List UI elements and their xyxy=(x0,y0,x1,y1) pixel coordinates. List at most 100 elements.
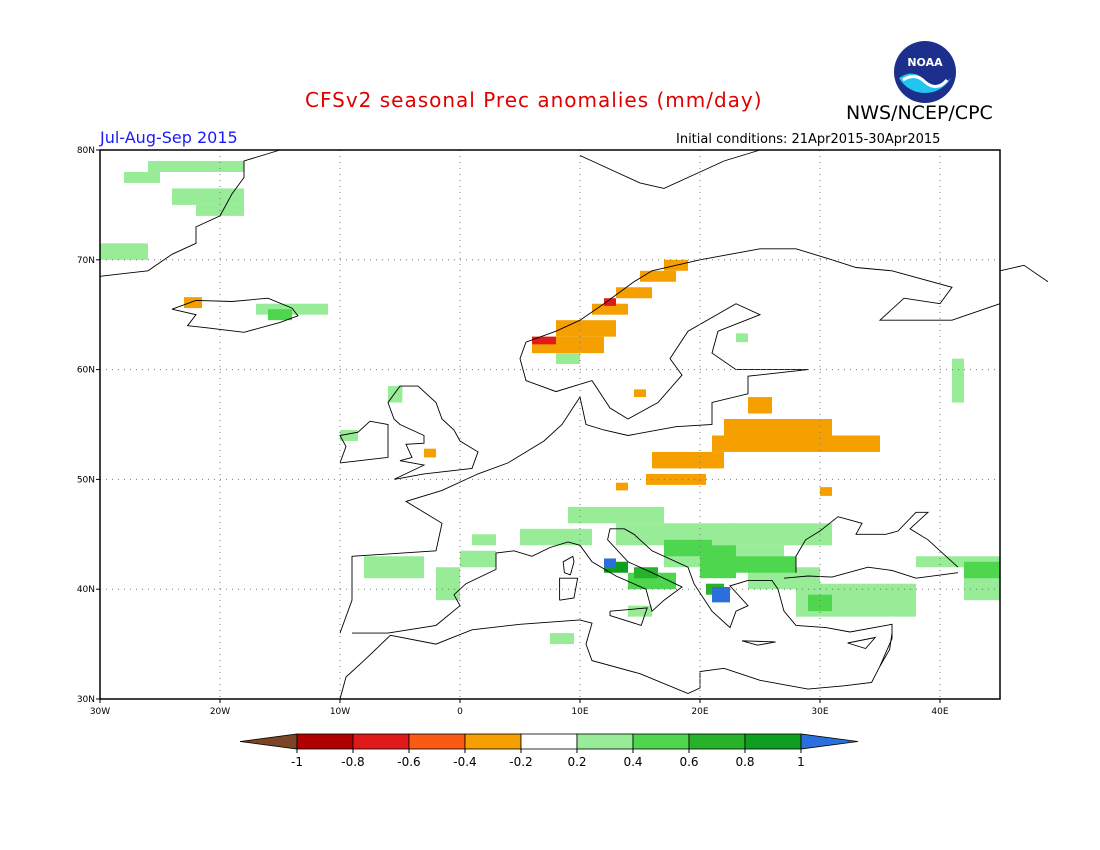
coastlines xyxy=(99,149,1049,700)
coastline xyxy=(999,264,1049,283)
lon-tick-label: 10W xyxy=(330,707,350,717)
anomaly-cell xyxy=(616,482,628,491)
colorbar-label: 1 xyxy=(797,755,805,769)
lon-tick-label: 40E xyxy=(931,707,948,717)
anomaly-cell xyxy=(388,386,403,403)
anomaly-cell xyxy=(460,550,496,568)
coastline xyxy=(99,149,281,277)
coastline xyxy=(579,149,761,189)
coastline xyxy=(795,511,959,573)
anomaly-cell xyxy=(520,528,592,546)
anomaly-cell xyxy=(148,160,244,172)
anomaly-cell xyxy=(124,171,160,183)
anomaly-cell xyxy=(724,523,832,546)
org-label: NWS/NCEP/CPC xyxy=(846,102,993,124)
coastline xyxy=(171,297,299,333)
colorbar-segment xyxy=(520,733,578,750)
colorbar-label: -0.6 xyxy=(397,755,420,769)
colorbar-label: -0.4 xyxy=(453,755,476,769)
anomaly-cell xyxy=(550,633,574,645)
anomaly-cell xyxy=(634,567,658,579)
coastline xyxy=(847,636,877,650)
lat-tick-label: 80N xyxy=(77,146,95,156)
noaa-logo: NOAA xyxy=(894,41,956,103)
anomaly-cell xyxy=(964,561,1000,579)
initial-conditions-label: Initial conditions: 21Apr2015-30Apr2015 xyxy=(676,132,941,147)
colorbar-segment xyxy=(408,733,466,750)
logo-text: NOAA xyxy=(907,56,943,69)
anomaly-cell xyxy=(556,353,580,365)
colorbar-high-arrow xyxy=(800,733,859,750)
colorbar-label: 0.4 xyxy=(623,755,642,769)
colorbar-segment xyxy=(296,733,354,750)
anomaly-cell xyxy=(808,594,832,612)
colorbar-segment xyxy=(688,733,746,750)
anomaly-cell xyxy=(184,297,202,309)
lon-tick-label: 30W xyxy=(90,707,110,717)
anomaly-cell xyxy=(652,451,724,469)
period-label: Jul-Aug-Sep 2015 xyxy=(100,128,238,147)
anomaly-cell xyxy=(736,556,796,573)
anomaly-cell xyxy=(364,556,424,579)
anomaly-cell xyxy=(748,397,772,414)
anomaly-cell xyxy=(952,358,964,403)
colorbar-label: -0.8 xyxy=(341,755,364,769)
colorbar-label: -1 xyxy=(291,755,303,769)
lon-tick-label: 20W xyxy=(210,707,230,717)
coastline xyxy=(339,420,389,464)
colorbar-segment xyxy=(464,733,522,750)
anomaly-cell xyxy=(568,506,664,524)
anomaly-cell xyxy=(472,534,496,546)
lat-tick-label: 40N xyxy=(77,585,95,595)
colorbar: -1 -0.8 -0.6 -0.4 -0.2 0.2 0.4 0.6 0.8 1 xyxy=(239,733,859,769)
lon-tick-label: 0 xyxy=(457,707,463,717)
anomaly-cell xyxy=(172,188,244,205)
anomaly-cell xyxy=(724,419,832,436)
axis-ticks: 30W 20W 10W 0 10E 20E 30E 40E 80N 70N 60N 50N 40N 30N xyxy=(77,146,949,717)
colorbar-segment xyxy=(744,733,802,750)
lat-tick-label: 50N xyxy=(77,475,95,485)
anomaly-cell xyxy=(736,333,748,343)
anomaly-cell xyxy=(712,587,730,603)
coastline xyxy=(562,555,575,576)
coastline xyxy=(741,640,776,646)
map-frame xyxy=(99,149,1001,700)
anomaly-cell xyxy=(628,605,652,617)
colorbar-label: 0.2 xyxy=(567,755,586,769)
anomaly-cell xyxy=(436,567,460,601)
anomaly-cells xyxy=(100,160,1000,645)
colorbar-segment xyxy=(352,733,410,750)
coastline xyxy=(387,385,479,480)
anomaly-cell xyxy=(424,448,436,458)
anomaly-cell xyxy=(916,556,1000,568)
anomaly-cell xyxy=(604,298,616,306)
anomaly-cell xyxy=(712,435,880,452)
lon-tick-label: 30E xyxy=(811,707,828,717)
anomaly-cell xyxy=(532,336,556,345)
lat-tick-label: 60N xyxy=(77,366,95,376)
colorbar-segment xyxy=(632,733,690,750)
chart-title: CFSv2 seasonal Prec anomalies (mm/day) xyxy=(305,88,763,112)
lat-tick-label: 70N xyxy=(77,256,95,266)
anomaly-cell xyxy=(340,429,358,441)
anomaly-cell xyxy=(592,303,628,315)
anomaly-cell xyxy=(100,243,148,260)
colorbar-label: 0.6 xyxy=(679,755,698,769)
anomaly-cell xyxy=(616,287,652,299)
colorbar-label: 0.8 xyxy=(735,755,754,769)
anomaly-cell xyxy=(820,487,832,496)
lat-tick-label: 30N xyxy=(77,695,95,705)
anomaly-cell xyxy=(700,545,736,579)
coastline xyxy=(783,566,959,579)
coastline xyxy=(339,619,893,700)
graticule xyxy=(100,150,1000,699)
lon-tick-label: 10E xyxy=(571,707,588,717)
colorbar-low-arrow xyxy=(239,733,298,750)
anomaly-cell xyxy=(556,320,616,337)
colorbar-segment xyxy=(576,733,634,750)
anomaly-cell xyxy=(640,270,676,282)
anomaly-cell xyxy=(604,558,616,568)
anomaly-cell xyxy=(634,389,646,398)
coastline xyxy=(559,577,579,601)
